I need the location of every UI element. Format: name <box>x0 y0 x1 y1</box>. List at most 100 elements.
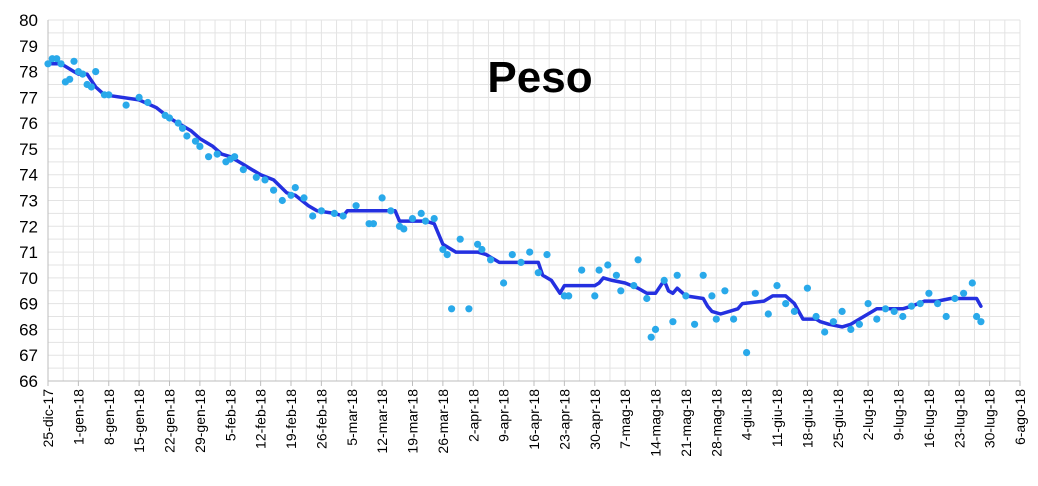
y-tick-label: 67 <box>19 346 38 365</box>
data-point <box>790 307 799 315</box>
data-point <box>92 68 100 76</box>
data-point <box>300 194 308 202</box>
data-point <box>712 315 720 323</box>
data-point <box>196 142 204 150</box>
data-point <box>708 292 716 300</box>
data-point <box>439 245 447 254</box>
data-point <box>487 256 495 264</box>
data-point <box>70 57 78 65</box>
x-tick-label: 11-giu-18 <box>769 389 785 447</box>
data-point <box>743 349 751 357</box>
data-point <box>205 153 213 161</box>
data-point <box>178 124 187 132</box>
data-point <box>973 312 981 321</box>
data-point <box>287 191 295 199</box>
y-tick-label: 77 <box>19 88 38 107</box>
data-point <box>604 261 612 269</box>
data-point <box>595 266 603 274</box>
x-tick-label: 23-lug-18 <box>951 389 967 448</box>
x-tick-label: 23-apr-18 <box>556 389 572 450</box>
data-point <box>647 333 655 341</box>
data-point <box>53 55 61 63</box>
x-tick-label: 8-gen-18 <box>101 389 117 445</box>
data-point <box>617 287 625 295</box>
data-point <box>864 300 872 308</box>
data-point <box>421 217 430 225</box>
x-tick-label: 12-feb-18 <box>253 389 269 449</box>
x-tick-label: 12-mar-18 <box>374 389 390 454</box>
data-point <box>239 166 247 174</box>
data-point <box>517 258 525 266</box>
data-point <box>942 312 950 321</box>
data-point <box>960 289 968 297</box>
x-tick-label: 19-mar-18 <box>405 389 421 454</box>
y-tick-label: 75 <box>19 140 38 159</box>
x-tick-label: 18-giu-18 <box>799 389 815 448</box>
data-point <box>330 209 338 217</box>
data-point <box>144 98 152 107</box>
data-point <box>231 153 239 161</box>
points-series <box>44 55 985 357</box>
data-point <box>408 215 417 223</box>
data-point <box>191 137 200 145</box>
data-point <box>925 289 933 297</box>
data-point <box>916 300 924 308</box>
data-point <box>578 266 586 274</box>
data-point <box>278 196 286 205</box>
x-tick-label: 14-mag-18 <box>648 389 664 457</box>
x-tick-label: 9-lug-18 <box>891 389 907 441</box>
data-point <box>855 320 864 328</box>
x-tick-label: 15-gen-18 <box>131 389 147 453</box>
data-point <box>660 276 668 284</box>
data-point <box>764 310 772 318</box>
data-point <box>873 315 881 323</box>
y-tick-label: 69 <box>19 295 38 314</box>
y-tick-label: 80 <box>19 11 38 30</box>
data-point <box>526 248 534 256</box>
data-point <box>317 207 325 215</box>
data-point <box>669 318 677 326</box>
data-point <box>122 101 130 109</box>
data-point <box>543 251 551 259</box>
data-point <box>352 202 360 210</box>
data-point <box>44 60 52 68</box>
x-tick-label: 16-lug-18 <box>921 389 937 448</box>
data-point <box>907 302 916 310</box>
data-point <box>261 176 269 184</box>
data-point <box>821 328 829 336</box>
data-point <box>448 305 456 313</box>
data-point <box>174 119 182 127</box>
y-tick-label: 78 <box>19 63 38 82</box>
y-tick-label: 74 <box>19 166 38 185</box>
x-tick-label: 25-dic-17 <box>40 389 56 448</box>
data-point <box>252 173 260 181</box>
x-tick-label: 19-feb-18 <box>283 389 299 449</box>
data-point <box>643 294 651 303</box>
data-point <box>213 150 221 158</box>
y-tick-label: 79 <box>19 37 38 56</box>
data-point <box>591 292 599 300</box>
x-tick-label: 30-apr-18 <box>587 389 603 450</box>
data-point <box>838 307 846 315</box>
data-point <box>79 70 87 78</box>
data-point <box>534 269 542 277</box>
x-tick-label: 26-feb-18 <box>313 389 329 449</box>
x-tick-label: 5-mar-18 <box>344 389 360 446</box>
data-point <box>339 212 347 220</box>
x-tick-label: 4-giu-18 <box>739 389 755 441</box>
data-point <box>291 184 299 192</box>
x-tick-label: 22-gen-18 <box>162 389 178 453</box>
x-tick-label: 16-apr-18 <box>526 389 542 450</box>
x-tick-label: 2-lug-18 <box>860 389 876 441</box>
data-point <box>508 251 516 259</box>
data-point <box>270 186 278 194</box>
data-point <box>478 245 486 254</box>
data-point <box>951 294 959 303</box>
y-tick-label: 71 <box>19 243 38 262</box>
data-point <box>500 279 508 287</box>
x-tick-label: 2-apr-18 <box>465 389 481 442</box>
data-point <box>773 282 781 290</box>
data-point <box>612 271 621 279</box>
x-tick-label: 29-gen-18 <box>192 389 208 453</box>
